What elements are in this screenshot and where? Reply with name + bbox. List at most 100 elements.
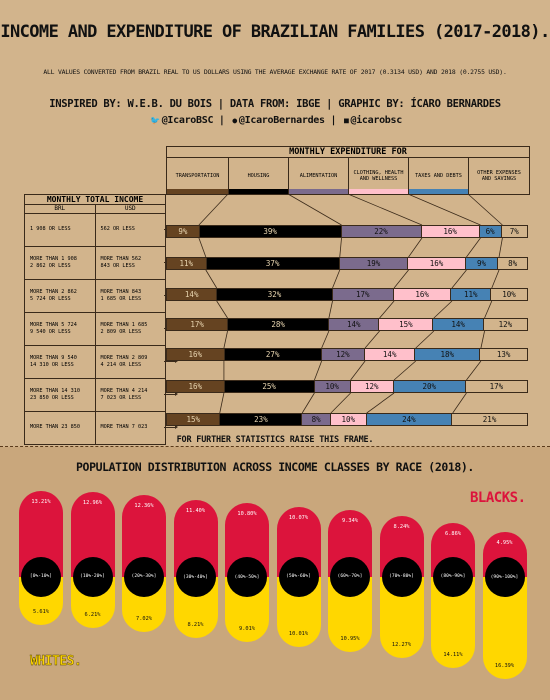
income-class-label: (80%-90%] (433, 556, 473, 597)
income-bracket-text: MORE THAN 7 023 (100, 424, 148, 430)
brl-cell: MORE THAN 23 850 (25, 411, 96, 444)
segment-other: 10% (491, 289, 527, 300)
credits-line: INSPIRED BY: W.E.B. DU BOIS | DATA FROM:… (49, 98, 501, 110)
population-pill: 9.34% 10.95% (60%-70%] (328, 510, 372, 652)
linkedin-icon: ■ (343, 116, 349, 125)
legend-label: CLOTHING, HEALTH AND WELLNESS (353, 170, 404, 182)
expenditure-bar: 9% 39% 22% 16% 6% 7% (166, 225, 528, 238)
blacks-value: 12.36% (134, 503, 154, 510)
segment-housing: 37% (206, 258, 340, 269)
usd-cell: MORE THAN 2 809 4 214 OR LESS (96, 345, 166, 378)
segment-taxes: 24% (366, 414, 453, 425)
brl-cell: MORE THAN 1 908 2 862 OR LESS (25, 246, 96, 279)
segment-housing: 27% (224, 349, 322, 360)
twitter-handle[interactable]: @IcaroBSC (161, 115, 214, 126)
legend-taxes: TAXES AND DEBTS (409, 158, 469, 194)
income-row: MORE THAN 23 850 MORE THAN 7 023 (24, 411, 166, 445)
blacks-label: BLACKS. (470, 490, 526, 506)
segment-housing: 25% (224, 381, 315, 392)
income-bracket-text: 2 862 OR LESS (30, 262, 71, 269)
population-pill: 12.36% 7.02% (20%-30%] (122, 495, 166, 633)
row-arrow (164, 359, 178, 363)
legend-swatch (229, 189, 288, 194)
segment-taxes: 11% (451, 289, 492, 300)
blacks-value: 4.95% (496, 540, 513, 547)
population-pill: 10.80% 9.01% (40%-50%] (225, 503, 269, 643)
usd-cell: MORE THAN 7 023 (96, 411, 166, 444)
income-bracket-text: MORE THAN 9 540 (30, 354, 77, 361)
segment-clothing: 16% (393, 289, 452, 300)
segment-transportation: 15% (167, 414, 221, 425)
segment-housing: 23% (220, 414, 303, 425)
legend-label: HOUSING (247, 173, 270, 179)
income-class-label: (50%-60%] (278, 556, 319, 597)
whites-value: 14.11% (443, 651, 463, 658)
whites-value: 10.95% (340, 635, 360, 642)
legend-alimentation: ALIMENTATION (289, 158, 349, 194)
income-class-label: (20%-30%] (124, 556, 164, 597)
whites-value: 7.02% (136, 616, 152, 623)
github-handle[interactable]: @IcaroBernardes (238, 115, 325, 126)
income-bracket-text: 843 OR LESS (100, 262, 135, 269)
blacks-value: 10.80% (237, 511, 257, 517)
legend-transportation: TRANSPORTATION (167, 158, 229, 194)
income-bracket-text: MORE THAN 2 862 (30, 288, 77, 295)
segment-clothing: 16% (408, 258, 466, 269)
social-links: 🐦 @IcaroBSC | ● @IcaroBernardes | ■ @icarob… (0, 115, 550, 126)
whites-value: 8.21% (187, 622, 204, 629)
income-class-label: (60%-70%] (330, 556, 370, 597)
population-pill: 4.95% 16.39% (90%-100%] (482, 532, 527, 679)
legend-swatch (289, 189, 348, 194)
whites-value: 12.27% (391, 642, 412, 649)
legend-swatch (469, 189, 529, 194)
raise-frame-note: FOR FURTHER STATISTICS RAISE THIS FRAME. (176, 435, 374, 445)
github-icon: ● (232, 116, 237, 125)
income-class-label: (30%-40%] (175, 557, 216, 597)
twitter-icon: 🐦 (150, 116, 160, 125)
brl-cell: MORE THAN 2 862 5 724 OR LESS (25, 279, 96, 312)
income-bracket-text: 562 OR LESS (100, 226, 135, 232)
segment-transportation: 9% (167, 226, 200, 237)
income-class-label: [0%-10%] (21, 556, 61, 597)
expenditure-header: MONTHLY EXPENDITURE FOR (166, 146, 530, 157)
whites-value: 6.21% (84, 612, 101, 619)
blacks-value: 6.86% (445, 530, 461, 537)
segment-other: 12% (483, 319, 527, 330)
segment-clothing: 16% (421, 226, 480, 237)
segment-transportation: 17% (167, 319, 229, 330)
brl-header: BRL (25, 205, 96, 213)
segment-taxes: 6% (479, 226, 502, 237)
segment-other: 17% (465, 381, 527, 392)
linkedin-handle[interactable]: @icarobsc (350, 115, 402, 126)
segment-other: 7% (501, 226, 528, 237)
income-row: MORE THAN 2 862 5 724 OR LESS MORE THAN 84… (24, 279, 166, 313)
income-bracket-text: MORE THAN 1 685 (100, 321, 148, 328)
whites-value: 10.01% (288, 631, 309, 638)
income-bracket-text: MORE THAN 843 (100, 288, 142, 295)
usd-header: USD (124, 205, 136, 212)
segment-other: 8% (498, 258, 527, 269)
population-pill: 6.86% 14.11% (80%-90%] (431, 522, 475, 668)
segment-alimentation: 10% (314, 381, 351, 392)
income-bracket-text: 1 685 OR LESS (100, 295, 142, 302)
income-bracket-text: 2 809 OR LESS (100, 328, 142, 335)
brl-cell: MORE THAN 5 724 9 540 OR LESS (25, 312, 96, 345)
segment-transportation: 14% (167, 289, 218, 300)
separator: | (330, 115, 337, 126)
brl-cell: MORE THAN 14 310 23 850 OR LESS (25, 378, 96, 411)
legend-clothing: CLOTHING, HEALTH AND WELLNESS (349, 158, 409, 194)
expenditure-bar: 11% 37% 19% 16% 9% 8% (166, 257, 528, 270)
usd-cell: MORE THAN 1 685 2 809 OR LESS (96, 312, 166, 345)
segment-housing: 39% (199, 226, 342, 237)
whites-value: 16.39% (494, 662, 515, 669)
population-pill: 10.07% 10.01% (50%-60%] (276, 506, 321, 648)
segment-clothing: 14% (365, 349, 416, 360)
income-row: MORE THAN 14 310 23 850 OR LESS MORE THAN … (24, 378, 166, 412)
whites-label: WHITES. (30, 654, 82, 669)
segment-transportation: 16% (167, 349, 225, 360)
segment-alimentation: 17% (332, 289, 394, 300)
segment-housing: 28% (228, 319, 330, 330)
legend-housing: HOUSING (229, 158, 289, 194)
expenditure-bar: 15% 23% 8% 10% 24% 21% (166, 413, 528, 426)
